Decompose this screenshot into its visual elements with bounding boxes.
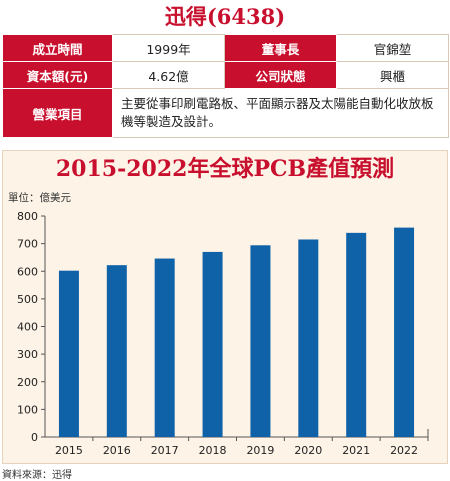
unit-label: 單位：億美元 [8,192,71,204]
source-note: 資料來源：迅得 [2,470,72,481]
founded-value: 1999年 [112,34,225,62]
x-tick-label-2018: 2018 [199,444,227,457]
y-tick-label: 200 [17,376,38,389]
bar-2022 [394,227,415,437]
y-tick-label: 400 [17,321,38,334]
company-title: 迅得(6438) [164,4,286,29]
bar-2021 [346,232,367,437]
bar-2017 [154,258,175,437]
chart-title: 2015-2022年全球PCB產值預測 [55,156,395,182]
bar-2018 [202,251,223,437]
x-tick-label-2019: 2019 [246,444,274,457]
y-tick-label: 0 [31,431,38,444]
business-label: 營業項目 [2,88,113,138]
y-tick-label: 600 [17,265,38,278]
info-row-business: 營業項目 主要從事印刷電路板、平面顯示器及太陽能自動化收放板機等製造及設計。 [2,88,449,138]
bar-2015 [58,270,79,437]
capital-value: 4.62億 [112,61,225,89]
capital-label: 資本額(元) [2,61,113,89]
bar-2020 [298,239,319,437]
y-tick-label: 100 [17,403,38,416]
company-info-table: 成立時間 1999年 董事長 官錦堃 資本額(元) 4.62億 公司狀態 興櫃 … [2,34,449,138]
y-tick-label: 300 [17,348,38,361]
info-row-capital: 資本額(元) 4.62億 公司狀態 興櫃 [2,61,449,89]
chairman-value: 官錦堃 [336,34,449,62]
bar-2016 [106,265,127,437]
x-tick-label-2017: 2017 [151,444,179,457]
y-tick-label: 800 [17,210,38,223]
info-row-founded: 成立時間 1999年 董事長 官錦堃 [2,34,449,62]
x-tick-label-2015: 2015 [55,444,83,457]
founded-label: 成立時間 [2,34,113,62]
x-tick-label-2020: 2020 [294,444,322,457]
x-tick-label-2022: 2022 [390,444,418,457]
business-value: 主要從事印刷電路板、平面顯示器及太陽能自動化收放板機等製造及設計。 [112,88,449,138]
x-tick-label-2016: 2016 [103,444,131,457]
y-tick-label: 700 [17,238,38,251]
chairman-label: 董事長 [224,34,337,62]
y-tick-label: 500 [17,293,38,306]
status-value: 興櫃 [336,61,449,89]
status-label: 公司狀態 [224,61,337,89]
bar-2019 [250,245,271,437]
bar-chart: 0 100 200 300 400 500 600 700 800 2015 2016 2017 201… [17,210,429,457]
x-tick-label-2021: 2021 [342,444,370,457]
